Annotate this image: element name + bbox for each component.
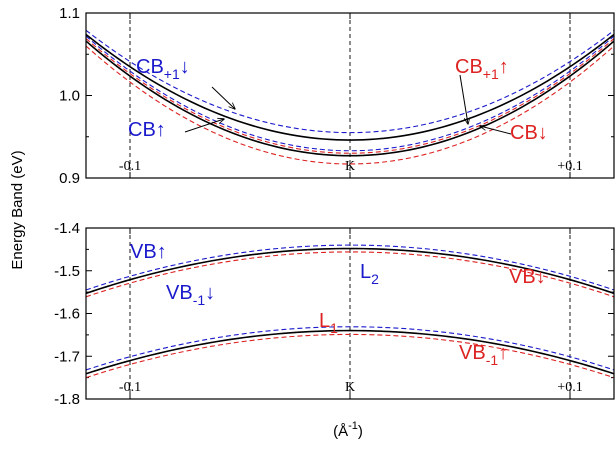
band-curve-vb_down_red (85, 251, 615, 298)
x-tick-label: -0.1 (119, 159, 141, 174)
band-curve-vb_black (85, 247, 615, 295)
band-label-subscript: -1 (193, 292, 206, 308)
band-label-vb-red: VB↓ (509, 266, 546, 288)
band-label-cb-red: CB↓ (510, 122, 548, 144)
y-tick-label: -1.8 (54, 391, 80, 408)
y-tick-label: 1.1 (59, 5, 80, 22)
x-axis-label-exponent: -1 (348, 420, 358, 432)
valence-band-panel: -1.8-1.7-1.6-1.5-1.4-0.1 K +0.1VB↑VB-1↓L2 V… (54, 220, 615, 408)
band-label-main: CB (510, 122, 538, 144)
band-label-main: CB (136, 56, 164, 78)
y-tick-label: -1.7 (54, 348, 80, 365)
band-label-main: VB (459, 342, 486, 364)
annotation-arrow-2 (459, 74, 468, 124)
band-label-cb1-blue: CB+1↓ (136, 56, 190, 82)
band-label-spin-arrow: ↓ (538, 122, 548, 144)
annotation-arrow-3 (480, 126, 512, 135)
band-label-main: VB (130, 241, 157, 263)
conduction-band-panel: 0.91.01.1-0.1 K +0.1CB+1↓CB↑CB+1↑CB↓ (59, 5, 615, 187)
annotation-arrow-1 (184, 119, 224, 133)
band-label-main: VB (509, 266, 536, 288)
band-curve-vb_up_blue (85, 244, 615, 291)
band-label-spin-arrow: ↓ (180, 56, 190, 78)
band-curve-cb_down_red (85, 38, 615, 154)
band-label-cb1-red: CB+1↑ (455, 56, 509, 82)
band-label-l2: L2 (360, 261, 379, 287)
band-label-spin-arrow: ↑ (156, 119, 166, 141)
y-tick-label: -1.6 (54, 306, 80, 323)
band-label-main: CB (128, 119, 156, 141)
x-tick-label: +0.1 (557, 380, 582, 395)
band-label-spin-arrow: ↑ (499, 56, 509, 78)
x-tick-label: K (345, 159, 355, 174)
band-label-spin-arrow: ↑ (157, 241, 167, 263)
band-label-subscript: 1 (330, 320, 338, 336)
band-label-subscript: +1 (164, 66, 180, 82)
band-label-main: L (360, 261, 371, 283)
y-tick-label: -1.4 (54, 220, 80, 237)
band-curve-vb_m1_down_blue (85, 326, 615, 371)
band-label-spin-arrow: ↓ (536, 266, 546, 288)
x-tick-label: -0.1 (119, 380, 141, 395)
band-label-spin-arrow: ↓ (205, 282, 215, 304)
band-label-subscript: -1 (486, 352, 499, 368)
annotation-arrow-0 (211, 86, 235, 109)
y-tick-label: 1.0 (59, 88, 80, 105)
x-tick-label: K (345, 380, 355, 395)
band-curve-cb_p1_up_blue (85, 29, 615, 134)
x-axis-label: (Å-1) (333, 420, 363, 440)
x-axis-label-close: ) (358, 423, 363, 440)
band-label-l1: L1 (319, 310, 338, 336)
band-curve-cb_black_1 (85, 33, 615, 141)
band-label-main: VB (166, 282, 193, 304)
band-label-subscript: +1 (483, 66, 499, 82)
panel-frame (85, 227, 615, 400)
band-curve-cb_p1_down_red (85, 45, 615, 165)
band-label-subscript: 2 (371, 271, 379, 287)
y-tick-label: -1.5 (54, 263, 80, 280)
y-tick-label: 0.9 (59, 170, 80, 187)
panel-frame (85, 12, 615, 179)
band-label-vb-blue: VB↑ (130, 241, 167, 263)
band-label-vb-1-red: VB-1↑ (459, 342, 508, 368)
band-label-cb-blue: CB↑ (128, 119, 166, 141)
band-label-main: L (319, 310, 330, 332)
band-label-vb-1-blue: VB-1↓ (166, 282, 215, 308)
band-curve-vb_m1_black (85, 329, 615, 375)
band-label-spin-arrow: ↑ (498, 342, 508, 364)
band-label-main: CB (455, 56, 483, 78)
y-axis-label: Energy Band (eV) (9, 150, 26, 269)
band-curve-cb_black_2 (85, 40, 615, 157)
x-tick-label: +0.1 (557, 159, 582, 174)
band-curve-vb_m1_up_red (85, 333, 615, 379)
band-curve-cb_up_blue (85, 35, 615, 152)
x-axis-label-main: (Å (333, 423, 348, 440)
